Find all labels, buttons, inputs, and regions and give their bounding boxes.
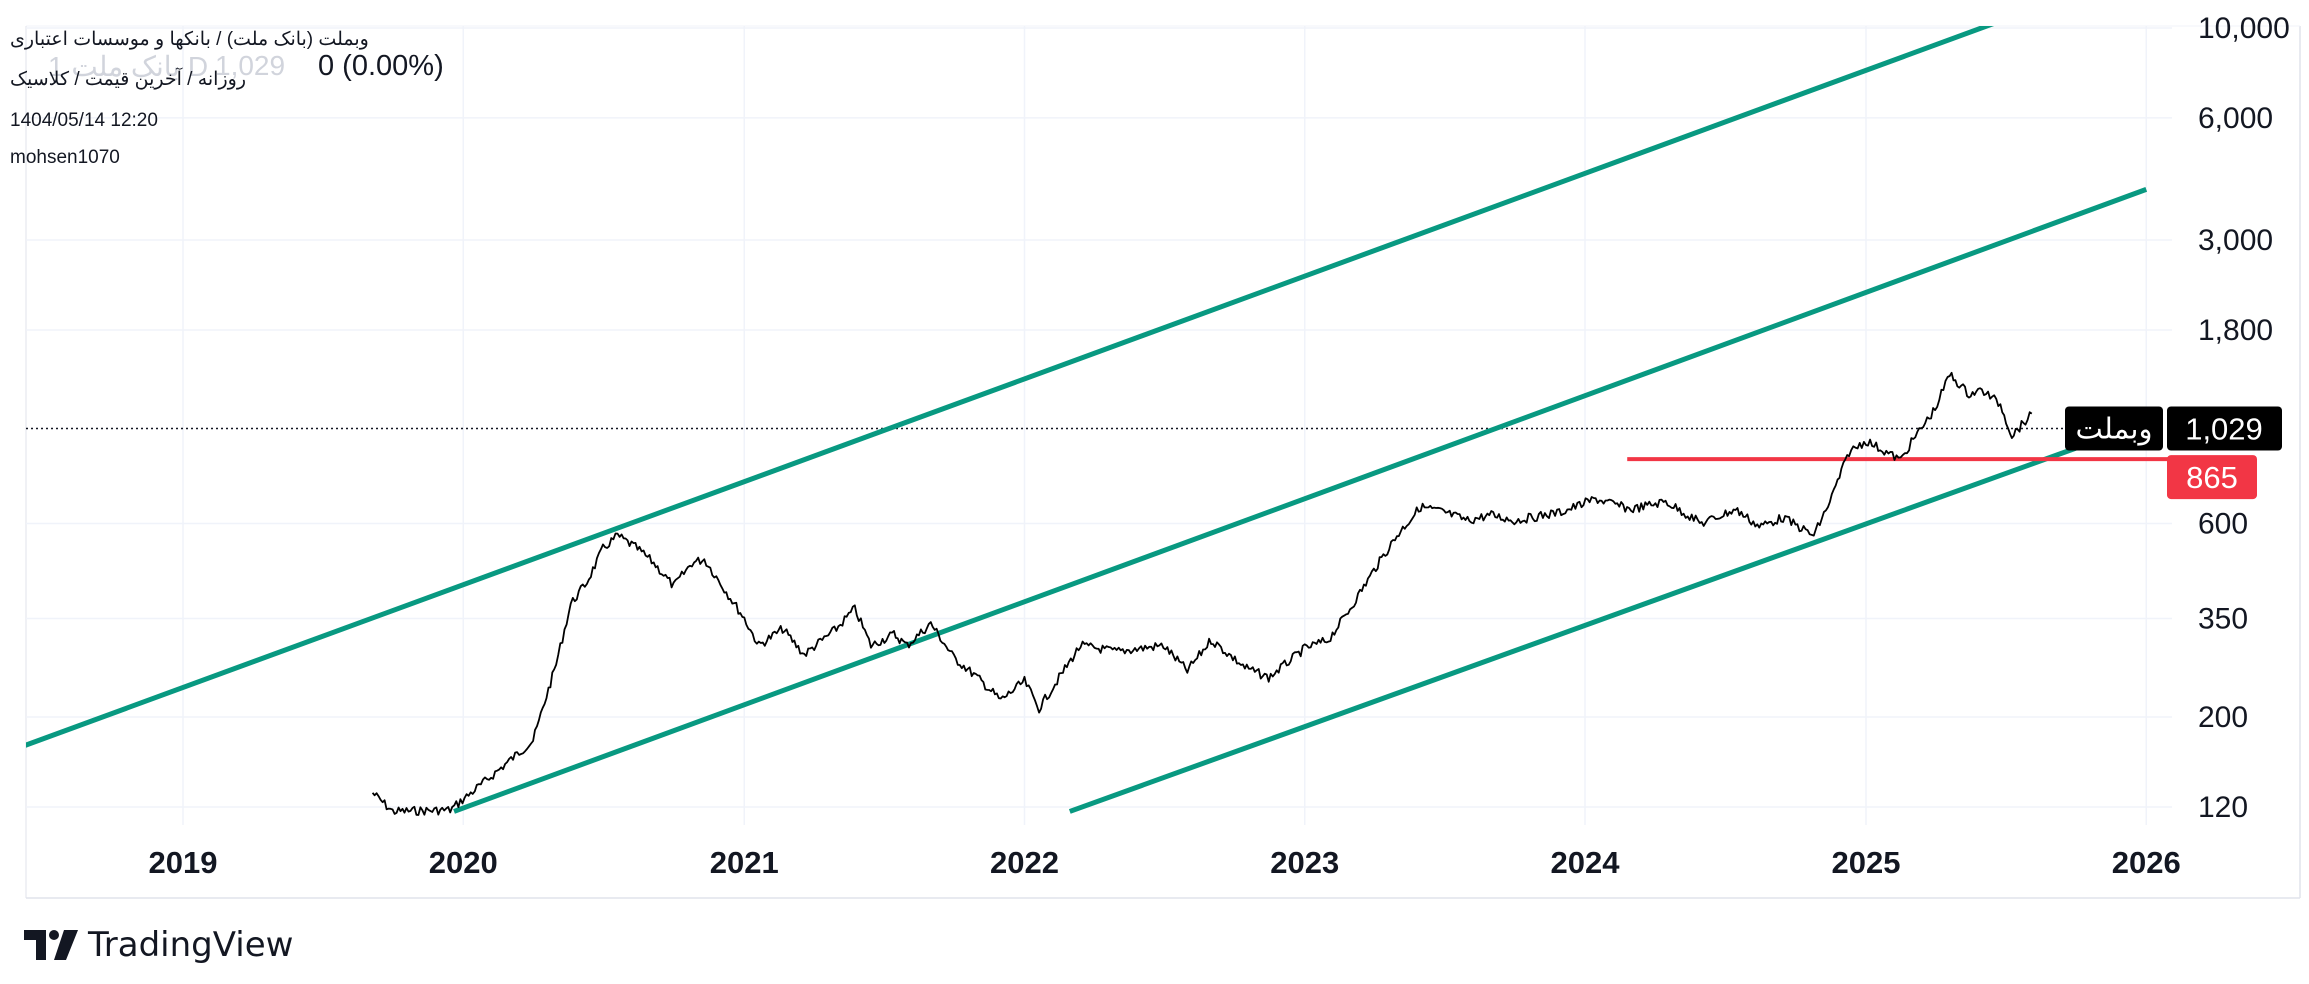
chart-subtitle: روزانه / آخرین قیمت / کلاسیک [10,69,246,90]
price-change: 0 (0.00%) [318,50,444,82]
tradingview-logo-text: TradingView [88,925,294,965]
x-tick-label: 2023 [1270,845,1339,880]
y-tick-label: 1,800 [2198,314,2273,347]
tradingview-logo-icon [24,930,78,960]
x-tick-label: 2021 [710,845,779,880]
support-price-value: 865 [2186,460,2238,495]
chart-datetime: 1404/05/14 12:20 [10,110,158,131]
y-tick-label: 6,000 [2198,102,2273,135]
x-tick-label: 2019 [149,845,218,880]
current-price-name: وبملت [2076,411,2153,445]
current-price-name-tag [2065,406,2163,451]
y-tick-label: 200 [2198,701,2248,734]
channel-line[interactable] [19,19,2005,748]
y-tick-label: 350 [2198,602,2248,635]
y-tick-label: 600 [2198,508,2248,541]
y-tick-label: 10,000 [2198,12,2290,45]
support-price-tag [2167,455,2257,500]
x-tick-label: 2026 [2112,845,2181,880]
price-line[interactable] [371,371,2033,816]
ghost-price: 1,029 [215,50,286,81]
current-price-tag [2167,406,2282,451]
channel-line[interactable] [1068,445,2077,814]
current-price-value: 1,029 [2185,411,2263,446]
x-tick-label: 2022 [990,845,1059,880]
y-tick-label: 3,000 [2198,224,2273,257]
y-tick-label: 120 [2198,791,2248,824]
ghost-symbol: 1 بانک ملت D [48,51,209,82]
tradingview-logo[interactable]: TradingView [24,925,293,965]
x-tick-label: 2020 [429,845,498,880]
x-tick-label: 2025 [1832,845,1901,880]
channel-line[interactable] [453,187,2148,814]
chart-title: وبملت (بانک ملت) / بانکها و موسسات اعتبا… [10,29,369,50]
x-tick-label: 2024 [1551,845,1621,880]
chart-author: mohsen1070 [10,147,120,168]
